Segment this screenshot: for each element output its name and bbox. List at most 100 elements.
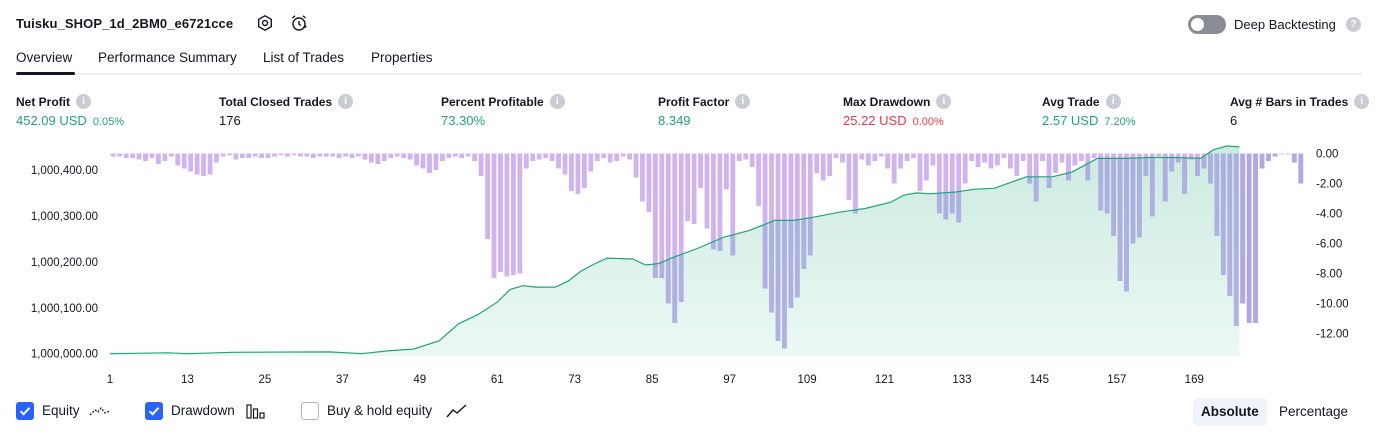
drawdown-bar [995, 153, 1000, 166]
drawdown-bar [401, 153, 407, 158]
left-axis-tick-label: 1,000,200.00 [31, 257, 98, 269]
drawdown-bar [285, 153, 290, 157]
tab-performance-summary[interactable]: Performance Summary [98, 50, 237, 65]
check-icon [19, 407, 31, 416]
buy-hold-line-icon [446, 404, 467, 418]
drawdown-bar [698, 153, 703, 188]
drawdown-bar [878, 153, 884, 157]
tab-list-of-trades[interactable]: List of Trades [263, 50, 345, 65]
drawdown-bar [297, 153, 303, 157]
x-axis-tick-label: 37 [336, 374, 349, 386]
drawdown-bar [685, 153, 691, 221]
tab-overview[interactable]: Overview [16, 50, 73, 65]
metric-value: 73.30% [441, 113, 486, 128]
metric-label: Total Closed Trades [219, 94, 333, 109]
check-icon [148, 407, 160, 416]
drawdown-bar [949, 153, 955, 214]
percent-profitable-help-icon[interactable]: i [549, 94, 565, 109]
drawdown-bar-overlay [678, 254, 684, 302]
deep-backtesting-toggle[interactable] [1188, 15, 1226, 34]
drawdown-bar [1007, 153, 1013, 169]
drawdown-bar-overlay [672, 256, 678, 323]
deep-backtesting-label: Deep Backtesting [1234, 17, 1336, 32]
drawdown-bar [536, 153, 542, 160]
metric-label: Net Profit [16, 94, 70, 109]
buy-hold-legend-label[interactable]: Buy & hold equity [327, 403, 433, 418]
drawdown-bar [427, 153, 432, 173]
x-axis-tick-label: 85 [646, 374, 659, 386]
percentage-mode-button[interactable]: Percentage [1279, 404, 1349, 419]
absolute-mode-button[interactable]: Absolute [1193, 398, 1267, 426]
drawdown-bar-overlay [1098, 158, 1104, 211]
drawdown-bar [485, 153, 490, 239]
drawdown-bar [1014, 153, 1020, 176]
drawdown-bar [259, 153, 265, 158]
profit-factor-help-icon[interactable]: i [735, 94, 751, 109]
right-axis-tick-label: 0.00 [1316, 149, 1338, 161]
avg-bars-help-icon[interactable]: i [1354, 94, 1370, 109]
x-axis-tick-label: 133 [952, 374, 971, 386]
drawdown-bar [904, 153, 910, 161]
drawdown-bar [498, 153, 503, 272]
drawdown-bar [865, 153, 871, 166]
settings-gear-icon[interactable] [256, 14, 274, 32]
drawdown-bar [517, 153, 523, 274]
avg-trade-help-icon[interactable]: i [1105, 94, 1121, 109]
metric-avg-bars-in-trades: Avg # Bars in Trades i 6 [1230, 94, 1370, 128]
max-drawdown-help-icon[interactable]: i [936, 94, 952, 109]
equity-legend-label[interactable]: Equity [42, 403, 80, 418]
x-axis-tick-label: 97 [723, 374, 736, 386]
drawdown-bar [349, 153, 355, 158]
drawdown-bar-overlay [1182, 157, 1188, 194]
drawdown-bar [711, 153, 716, 250]
drawdown-bar [956, 153, 962, 223]
net-profit-help-icon[interactable]: i [76, 94, 91, 109]
right-axis-tick-label: -2.00 [1316, 179, 1342, 191]
drawdown-legend-label[interactable]: Drawdown [171, 403, 235, 418]
drawdown-bar-overlay [1175, 157, 1181, 163]
drawdown-bar [304, 153, 310, 157]
drawdown-bar [265, 153, 271, 158]
drawdown-bar [433, 153, 439, 170]
buy-hold-checkbox[interactable] [301, 402, 319, 420]
metric-value: 2.57 USD [1042, 113, 1099, 128]
drawdown-bar [975, 153, 981, 167]
drawdown-bar [614, 153, 620, 161]
metric-value: 8.349 [658, 113, 691, 128]
drawdown-bar-overlay [659, 262, 665, 278]
metric-label: Profit Factor [658, 94, 730, 109]
drawdown-bar [543, 153, 549, 158]
drawdown-bar [381, 153, 387, 161]
drawdown-bar [820, 153, 826, 181]
x-axis-tick-label: 61 [491, 374, 504, 386]
drawdown-bar-overlay [1188, 158, 1194, 160]
drawdown-bar [640, 153, 645, 202]
drawdown-bar [226, 153, 232, 155]
drawdown-bar [523, 153, 529, 169]
tabs-divider [16, 73, 1362, 75]
drawdown-bar [1091, 153, 1097, 158]
x-axis-tick-label: 49 [413, 374, 426, 386]
drawdown-bar [594, 153, 600, 161]
left-axis-labels: 1,000,000.00 1,000,100.00 1,000,200.00 1,00… [31, 165, 98, 361]
deep-backtesting-help-icon[interactable]: ? [1346, 17, 1361, 32]
equity-checkbox[interactable] [16, 402, 34, 420]
add-alert-clock-icon[interactable] [290, 14, 308, 32]
drawdown-checkbox[interactable] [145, 402, 163, 420]
tab-properties[interactable]: Properties [371, 50, 433, 65]
x-axis-tick-label: 109 [797, 374, 816, 386]
drawdown-bar [252, 153, 258, 157]
x-axis-tick-label: 157 [1107, 374, 1126, 386]
equity-drawdown-chart[interactable]: 1,000,000.00 1,000,100.00 1,000,200.00 1,00… [0, 140, 1379, 390]
drawdown-bar [414, 153, 419, 166]
drawdown-bar-overlay [949, 192, 955, 214]
drawdown-bar [1188, 153, 1194, 160]
drawdown-bar [330, 153, 336, 157]
drawdown-bar [168, 153, 174, 157]
drawdown-bar [936, 153, 942, 214]
drawdown-bar-overlay [1066, 172, 1071, 181]
drawdown-bar [988, 153, 994, 169]
total-closed-trades-help-icon[interactable]: i [338, 94, 354, 109]
drawdown-bar [472, 153, 478, 161]
drawdown-bar [885, 153, 891, 169]
